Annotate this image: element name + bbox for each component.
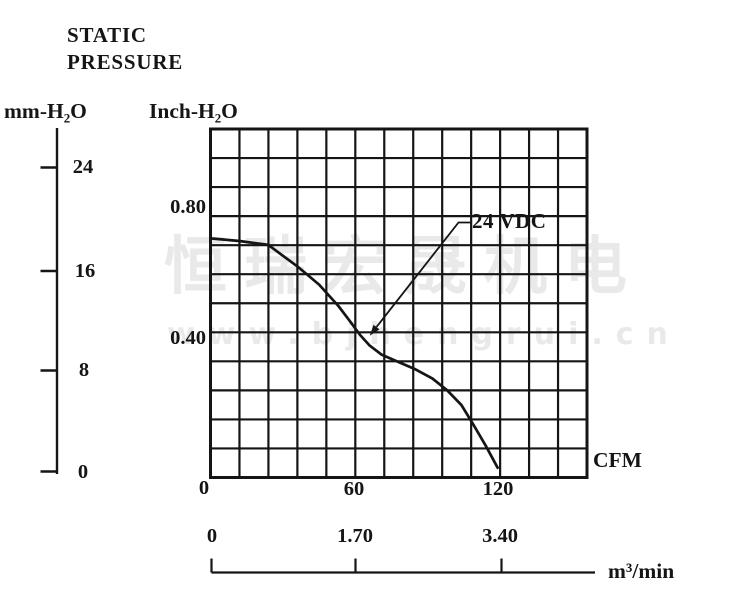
cfm-axis-tick-60: 60 [343, 477, 365, 500]
inch-axis-tick-040: 0.40 [170, 326, 206, 349]
mm-axis-tick-16: 16 [74, 259, 96, 282]
m3-axis-tick-170: 1.70 [337, 524, 373, 547]
mm-axis-tick-8: 8 [78, 358, 90, 381]
mm-axis-tick-0: 0 [77, 460, 89, 483]
chart-title-line1: STATIC [67, 23, 147, 47]
chart-title: STATIC PRESSURE [67, 22, 183, 76]
m3-axis-tick-0: 0 [206, 524, 218, 547]
watermark-url-text: www.bjhengrui.cn [167, 317, 681, 352]
y-axis-unit-inch-h2o: Inch-H₂O [149, 99, 238, 123]
inch-axis-tick-080: 0.80 [170, 195, 206, 218]
y-axis-unit-mm-h2o: mm-H₂O [4, 99, 87, 123]
x-axis-unit-cfm: CFM [593, 448, 642, 472]
mm-axis-tick-24: 24 [72, 155, 94, 178]
cfm-axis-tick-120: 120 [482, 477, 514, 500]
m3-axis-tick-340: 3.40 [482, 524, 518, 547]
x-axis-unit-m3min: m³/min [608, 559, 675, 583]
chart-title-line2: PRESSURE [67, 50, 184, 74]
cfm-axis-tick-0: 0 [198, 476, 210, 499]
curve-voltage-label: 24 VDC [472, 209, 547, 233]
